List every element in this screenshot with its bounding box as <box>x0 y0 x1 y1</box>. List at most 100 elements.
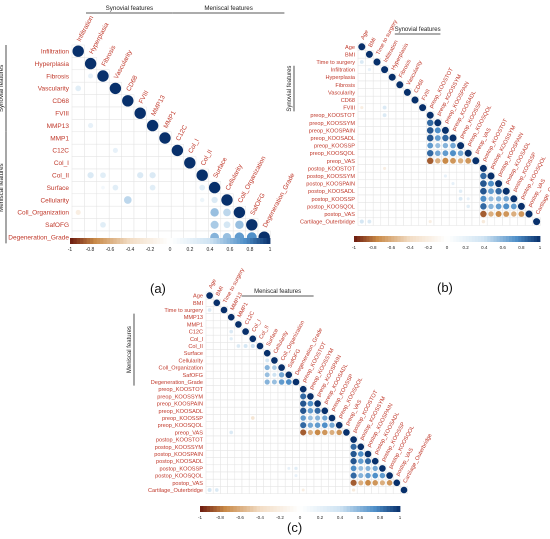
grid-cell <box>284 399 293 408</box>
colorbar-segment <box>170 238 174 244</box>
grid-cell <box>96 143 110 157</box>
grid-cell <box>84 218 98 232</box>
grid-cell <box>365 73 374 82</box>
grid-cell <box>426 171 435 181</box>
grid-cell <box>410 194 420 203</box>
grid-cell <box>277 392 286 401</box>
correlation-circle <box>435 158 441 164</box>
grid-cell <box>234 392 243 401</box>
grid-cell <box>342 435 351 444</box>
grid-cell <box>388 179 397 188</box>
correlation-circle <box>426 134 434 142</box>
grid-cell <box>365 111 374 120</box>
row-label: postop_KOOSADL <box>156 459 203 465</box>
grid-cell <box>464 179 473 188</box>
correlation-circle <box>358 480 364 486</box>
grid-cell <box>380 126 389 135</box>
colorbar-tick-label: 1 <box>399 515 402 520</box>
grid-cell <box>441 179 450 188</box>
column-label: Age <box>360 29 370 41</box>
column-label: Col_I <box>251 318 263 333</box>
colorbar-segment <box>330 506 334 512</box>
correlation-circle <box>235 220 244 230</box>
column-label: Age <box>208 278 218 290</box>
colorbar-segment <box>512 236 516 242</box>
grid-cell <box>248 471 257 480</box>
grid-cell <box>388 209 397 219</box>
colorbar-tick-label: 0.6 <box>357 515 364 520</box>
grid-cell <box>410 164 420 173</box>
grid-cell <box>96 106 110 120</box>
row-label: Degeneration_Grade <box>8 235 69 242</box>
correlation-circle <box>137 172 144 179</box>
correlation-circle <box>300 415 306 421</box>
grid-cell <box>299 464 308 473</box>
grid-cell <box>234 363 243 372</box>
correlation-circle <box>495 187 502 195</box>
grid-cell <box>241 421 250 430</box>
grid-cell <box>277 435 286 444</box>
correlation-circle <box>300 400 307 407</box>
row-label: Col_I <box>54 160 69 167</box>
grid-cell <box>380 73 389 82</box>
colorbar-segment <box>246 238 251 244</box>
grid-cell <box>277 457 286 466</box>
grid-cell <box>71 119 85 133</box>
row-label: Infiltration <box>41 49 70 56</box>
colorbar-segment <box>213 506 218 512</box>
correlation-circle <box>329 429 335 435</box>
grid-cell <box>227 478 236 487</box>
grid-cell <box>292 399 300 408</box>
correlation-circle-diagonal <box>256 342 264 350</box>
column-label: Time to surgery <box>375 19 399 56</box>
row-label: FVIII <box>343 106 355 112</box>
row-label: preop_VAS <box>327 159 355 165</box>
grid-cell <box>471 202 480 211</box>
grid-cell <box>342 457 351 466</box>
correlation-circle <box>199 197 205 203</box>
grid-cell <box>306 457 315 466</box>
grid-cell <box>270 450 279 458</box>
colorbar-segment <box>518 236 522 242</box>
row-label: BMI <box>345 52 355 58</box>
grid-cell <box>234 464 243 473</box>
grid-cell <box>241 334 250 343</box>
grid-cell <box>313 464 322 473</box>
correlation-circle <box>223 208 231 217</box>
correlation-circle-diagonal <box>434 119 442 127</box>
colorbar-segment <box>220 238 224 244</box>
grid-cell <box>256 392 264 401</box>
correlation-circle <box>350 443 357 450</box>
grid-cell <box>313 478 322 487</box>
correlation-circle-diagonal <box>533 218 541 226</box>
correlation-circle <box>87 172 94 179</box>
colorbar-segment <box>260 506 264 512</box>
row-label: Time to surgery <box>316 60 355 66</box>
grid-cell <box>403 209 412 219</box>
colorbar-tick-label: -0.2 <box>276 515 284 520</box>
correlation-circle-diagonal <box>517 202 525 210</box>
correlation-circle <box>223 221 231 229</box>
correlation-circle <box>300 422 307 429</box>
grid-cell <box>284 421 293 430</box>
grid-cell <box>380 80 389 89</box>
grid-cell <box>441 217 450 226</box>
row-label: Surface <box>47 185 70 192</box>
correlation-circle <box>426 119 434 127</box>
grid-cell <box>241 442 250 451</box>
group-label-left: Meniscal features <box>0 163 5 212</box>
colorbar-segment <box>303 506 308 512</box>
grid-cell <box>234 385 243 394</box>
correlation-circle-diagonal <box>441 126 449 134</box>
colorbar-segment <box>447 236 451 242</box>
colorbar-segment <box>373 506 378 512</box>
grid-cell <box>212 442 221 451</box>
correlation-circle <box>379 480 385 486</box>
grid-cell <box>205 356 214 365</box>
grid-cell <box>388 217 397 226</box>
correlation-circle-diagonal <box>357 443 365 451</box>
grid-cell <box>133 119 147 133</box>
correlation-circle <box>210 220 219 229</box>
colorbar-segment <box>73 238 78 244</box>
colorbar-segment <box>354 236 358 242</box>
